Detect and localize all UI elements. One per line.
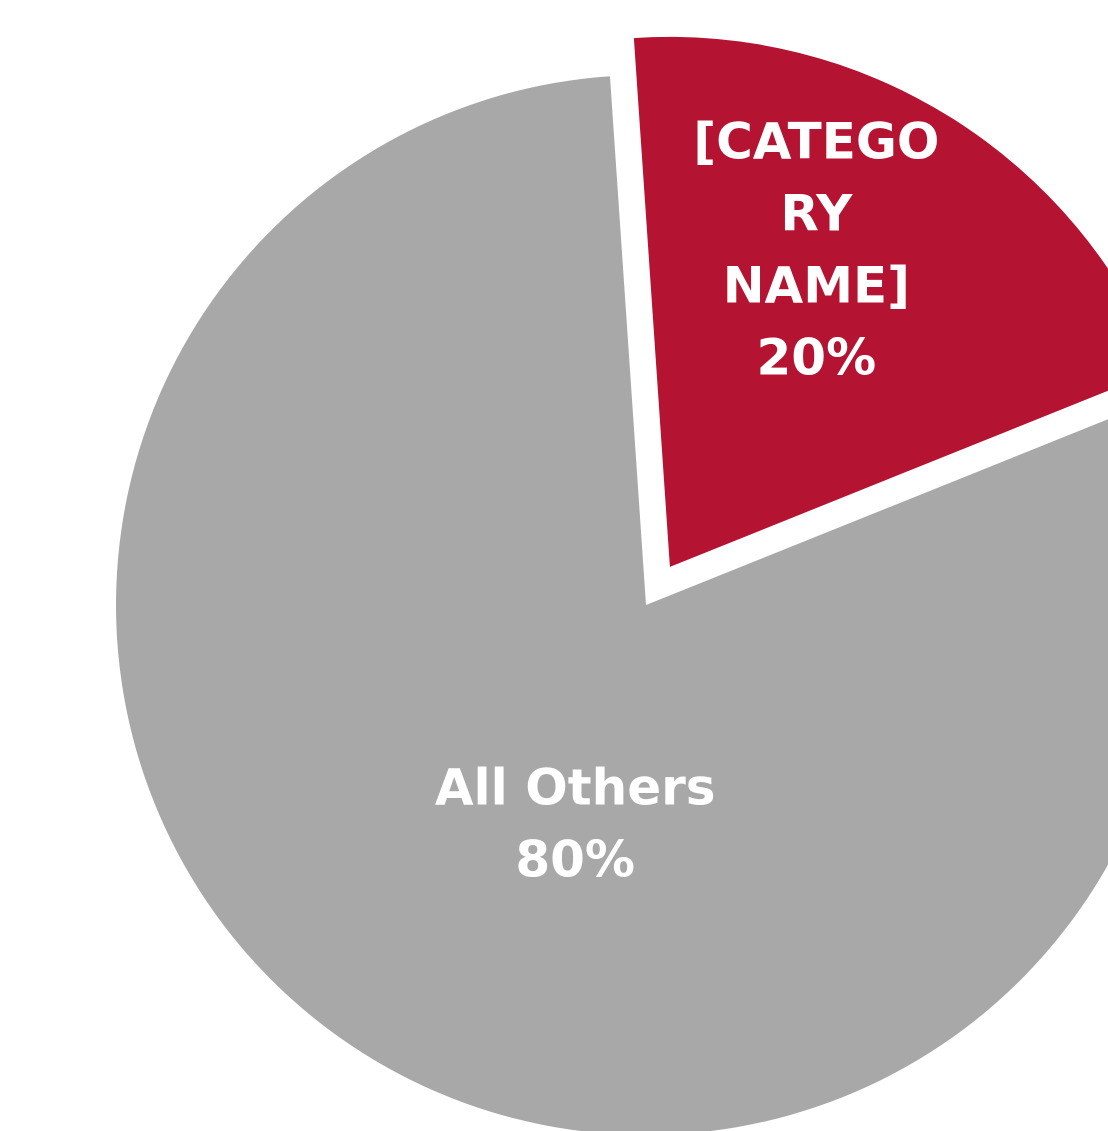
slice-name-label: All Others — [435, 758, 716, 816]
slice-name-label: [CATEGO — [693, 112, 939, 170]
pie-slice-all-others — [116, 76, 1108, 1131]
slice-label-all-others: All Others 80% — [435, 758, 716, 888]
slice-name-label: NAME] — [723, 256, 910, 314]
slice-value-label: 20% — [757, 328, 877, 386]
pie-slices — [116, 36, 1108, 1131]
slice-labels: [CATEGO RY NAME] 20% All Others 80% — [435, 112, 940, 888]
slice-label-category: [CATEGO RY NAME] 20% — [693, 112, 939, 386]
pie-slice-category — [633, 36, 1108, 567]
slice-name-label: RY — [780, 184, 853, 242]
slice-value-label: 80% — [515, 830, 635, 888]
